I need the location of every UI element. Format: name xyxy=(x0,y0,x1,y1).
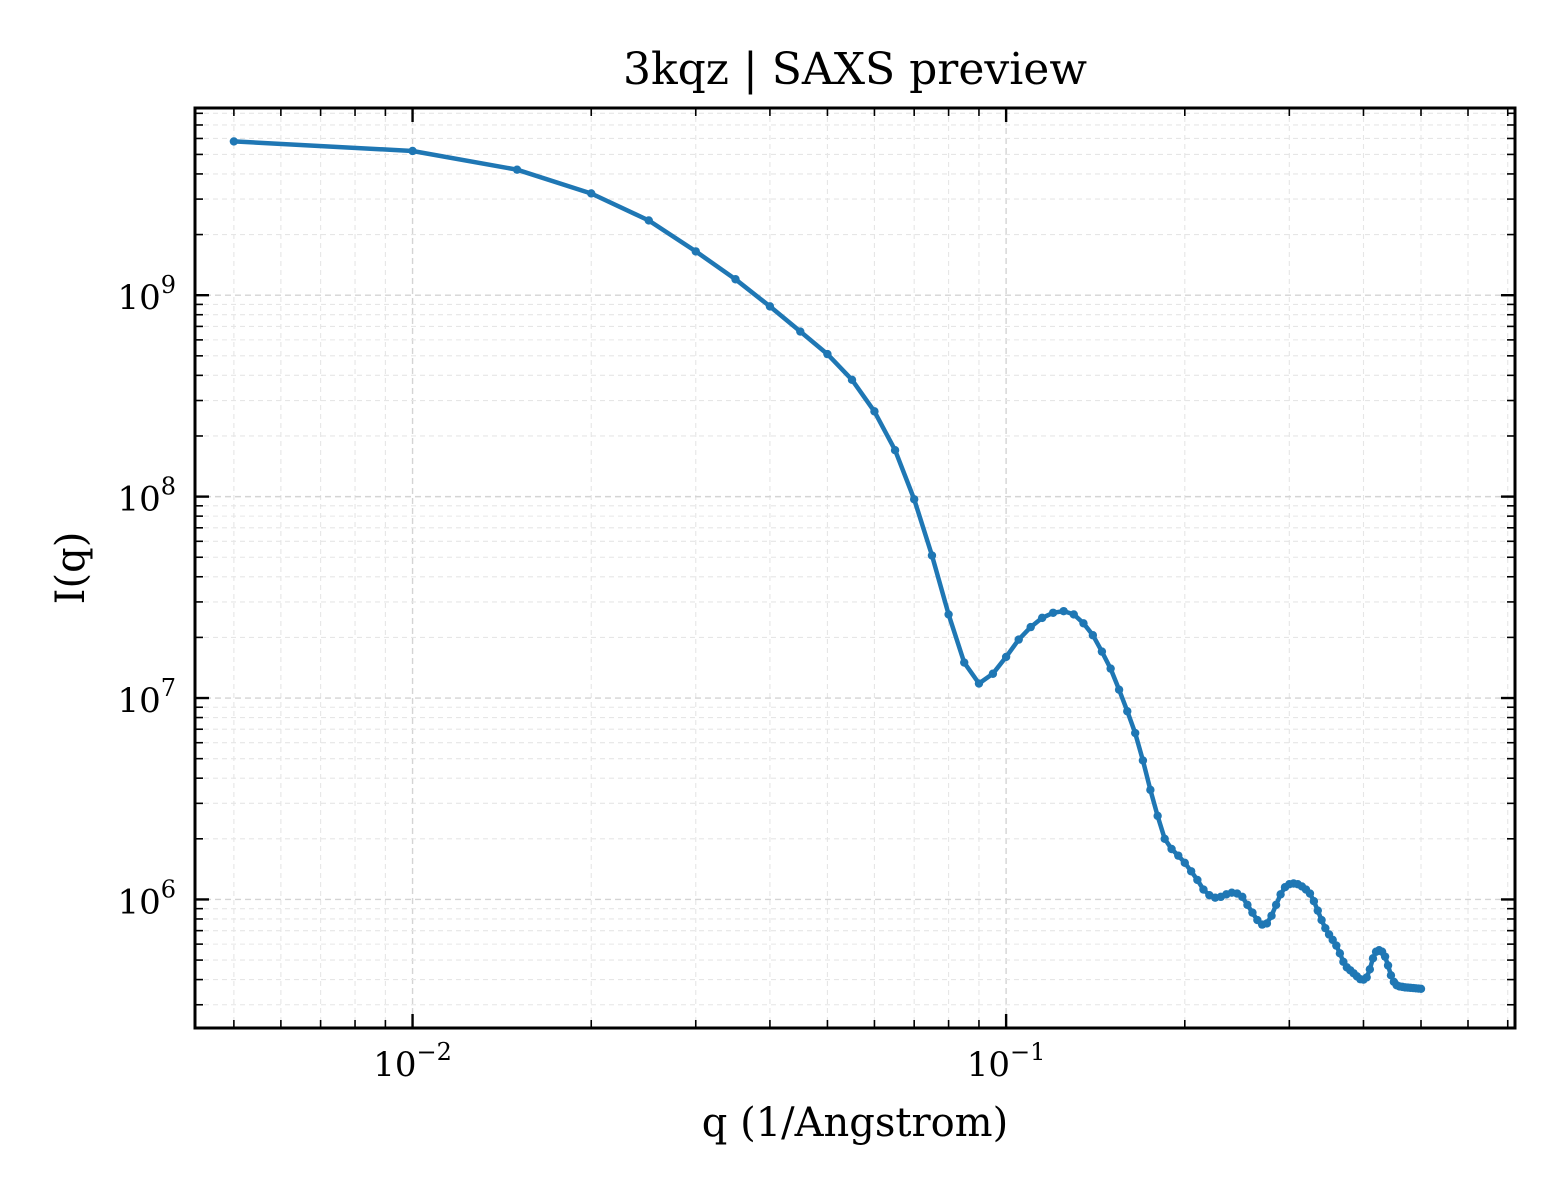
data-point xyxy=(408,146,417,156)
data-point xyxy=(1332,941,1341,950)
data-point xyxy=(890,445,900,455)
data-point xyxy=(691,247,700,256)
data-point xyxy=(1368,954,1378,963)
data-point xyxy=(1386,971,1396,980)
data-point xyxy=(1262,919,1272,928)
data-point xyxy=(765,302,775,311)
data-point xyxy=(974,679,984,688)
tick-labels: 10−2 10−1 106 107 108 109 xyxy=(117,271,1045,1085)
data-point xyxy=(1146,785,1155,795)
data-point xyxy=(1014,635,1023,644)
data-point xyxy=(1048,608,1058,617)
data-point xyxy=(823,349,832,359)
data-point xyxy=(1131,728,1140,738)
data-point xyxy=(1380,952,1390,961)
x-tick-label: 10−2 xyxy=(373,1038,452,1085)
data-point xyxy=(731,275,740,284)
data-point xyxy=(1335,949,1345,958)
data-point xyxy=(1174,851,1183,860)
data-point xyxy=(1321,923,1330,933)
data-point xyxy=(1001,652,1011,662)
data-point xyxy=(1079,619,1088,628)
data-point xyxy=(1248,908,1257,917)
y-axis-label: I(q) xyxy=(48,532,94,605)
x-tick-label: 10−1 xyxy=(967,1038,1046,1085)
data-point xyxy=(988,669,998,678)
data-point xyxy=(1037,613,1047,623)
data-point xyxy=(1123,707,1132,716)
data-point xyxy=(1026,622,1035,632)
data-point xyxy=(870,407,879,416)
data-point xyxy=(1106,664,1115,673)
data-point xyxy=(1309,897,1319,906)
data-point xyxy=(1114,685,1124,694)
data-point xyxy=(1365,965,1375,974)
data-point xyxy=(796,327,805,336)
data-point xyxy=(1199,885,1208,894)
ticks xyxy=(195,108,1515,1028)
data-point xyxy=(644,216,653,225)
data-point xyxy=(1362,973,1371,982)
data-point xyxy=(1059,606,1068,616)
data-point xyxy=(1276,890,1285,899)
data-point xyxy=(1180,858,1190,868)
data-point xyxy=(1383,961,1393,970)
data-point xyxy=(1138,756,1148,765)
data-point xyxy=(1305,889,1315,898)
data-point xyxy=(1160,834,1169,844)
data-point xyxy=(1153,811,1162,821)
data-point xyxy=(1267,911,1276,920)
data-point xyxy=(512,165,522,174)
data-point xyxy=(1069,610,1078,619)
data-point xyxy=(960,658,969,667)
data-point xyxy=(944,610,953,619)
y-tick-label: 107 xyxy=(117,674,176,721)
plot-frame xyxy=(193,106,1517,1030)
data-point xyxy=(1193,875,1202,885)
x-axis-label: q (1/Angstrom) xyxy=(702,1100,1008,1146)
data-point xyxy=(1167,844,1176,854)
data-point xyxy=(1088,631,1098,640)
data-point xyxy=(1416,984,1426,994)
chart-title: 3kqz | SAXS preview xyxy=(623,44,1087,95)
data-point xyxy=(1271,900,1281,910)
y-tick-label: 106 xyxy=(117,875,176,922)
data-point xyxy=(1186,867,1196,876)
y-tick-label: 109 xyxy=(117,271,176,318)
y-tick-label: 108 xyxy=(117,473,176,520)
data-point xyxy=(927,551,937,560)
series-layer xyxy=(229,137,1426,994)
data-point xyxy=(587,189,596,198)
grid xyxy=(195,108,1515,1028)
data-point xyxy=(1243,900,1252,910)
data-point xyxy=(1317,915,1326,925)
data-point xyxy=(1097,647,1107,656)
data-point xyxy=(1313,906,1322,915)
data-point xyxy=(229,137,239,146)
data-point xyxy=(1238,892,1247,902)
data-point xyxy=(909,495,919,504)
data-point xyxy=(847,375,857,385)
